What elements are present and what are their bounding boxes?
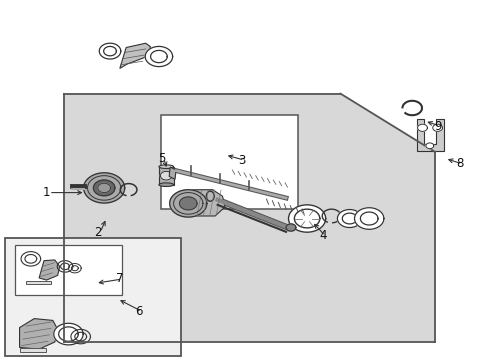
Text: 8: 8 <box>455 157 463 170</box>
Ellipse shape <box>159 183 173 186</box>
Bar <box>15 245 122 295</box>
Polygon shape <box>159 167 173 185</box>
Polygon shape <box>416 119 443 151</box>
Polygon shape <box>39 260 60 280</box>
Polygon shape <box>288 205 325 232</box>
Polygon shape <box>120 43 150 68</box>
Polygon shape <box>20 319 59 349</box>
Polygon shape <box>54 323 83 345</box>
Text: 9: 9 <box>433 120 441 132</box>
Polygon shape <box>63 94 434 342</box>
Text: 2: 2 <box>94 226 102 239</box>
Polygon shape <box>432 124 442 131</box>
Bar <box>5 238 181 356</box>
Polygon shape <box>145 46 172 67</box>
Polygon shape <box>417 124 427 131</box>
Text: 7: 7 <box>116 273 123 285</box>
Polygon shape <box>354 208 383 229</box>
Polygon shape <box>83 173 124 203</box>
Bar <box>26 281 51 284</box>
Bar <box>161 115 298 209</box>
Polygon shape <box>285 224 295 231</box>
Text: 5: 5 <box>157 152 165 165</box>
Polygon shape <box>98 183 110 193</box>
Polygon shape <box>93 180 115 196</box>
Polygon shape <box>190 190 224 216</box>
Text: 3: 3 <box>238 154 245 167</box>
Polygon shape <box>169 190 206 217</box>
Polygon shape <box>337 210 361 228</box>
Text: 4: 4 <box>318 229 326 242</box>
Ellipse shape <box>159 165 173 168</box>
Polygon shape <box>160 171 172 180</box>
Polygon shape <box>179 197 197 210</box>
Text: 6: 6 <box>135 305 143 318</box>
Bar <box>20 348 46 352</box>
Polygon shape <box>425 143 433 149</box>
Text: 1: 1 <box>42 186 50 199</box>
Polygon shape <box>169 167 176 179</box>
